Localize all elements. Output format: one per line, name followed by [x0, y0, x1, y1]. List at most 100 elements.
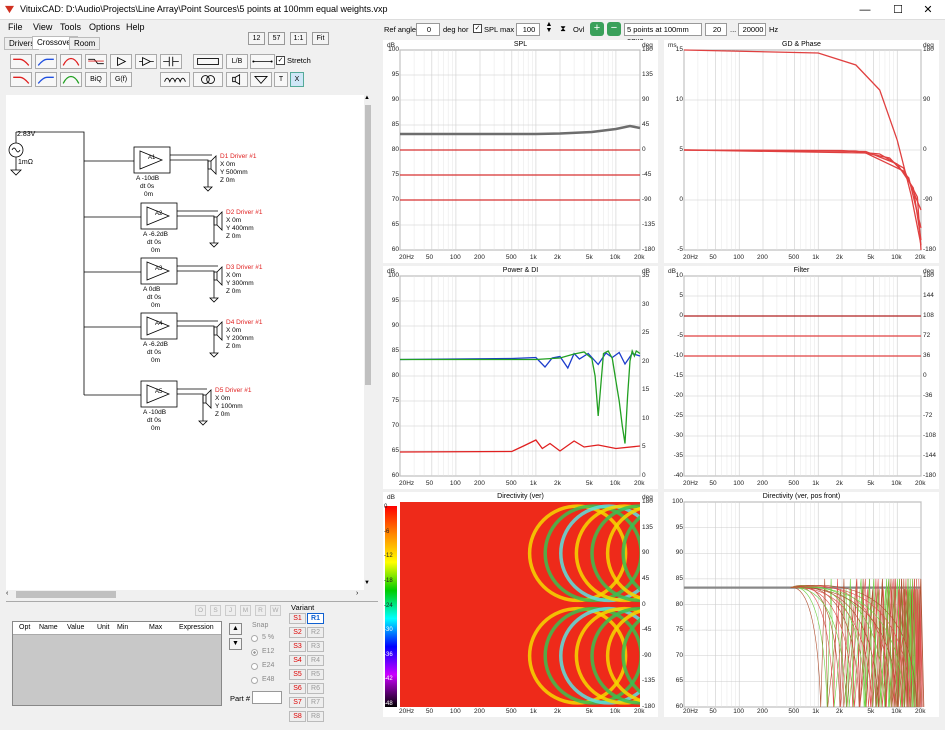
snap-radio[interactable]	[251, 635, 258, 642]
lb-button[interactable]: L/B	[226, 54, 248, 69]
snap-radio[interactable]	[251, 677, 258, 684]
col-name[interactable]: Name	[39, 624, 58, 631]
shelf-red-icon[interactable]	[85, 54, 107, 69]
bandpass-red-icon[interactable]	[60, 54, 82, 69]
buffer-icon[interactable]	[110, 54, 132, 69]
snap-option[interactable]: E24	[262, 662, 275, 669]
transformer-icon[interactable]	[193, 72, 223, 87]
snap-radio[interactable]	[251, 663, 258, 670]
gd-phase-chart[interactable]: GD & Phase ms deg 20Hz 50 100 200 500 1k 2k 5k 10k 2…	[664, 40, 939, 263]
col-expression[interactable]: Expression	[179, 624, 214, 631]
biquad-button[interactable]: BiQ	[85, 72, 107, 87]
variant-s-button[interactable]: S7	[289, 697, 306, 708]
highpass-blue-icon[interactable]	[35, 54, 57, 69]
menu-view[interactable]: View	[33, 22, 53, 32]
scroll-down-icon[interactable]: ▼	[364, 580, 370, 586]
part-tool-button[interactable]: J	[225, 605, 236, 616]
gf-button[interactable]: G(f)	[110, 72, 132, 87]
speaker-icon[interactable]	[226, 72, 248, 87]
canvas-vertical-scrollbar[interactable]: ▲ ▼	[364, 95, 372, 590]
part-tool-button[interactable]: M	[240, 605, 251, 616]
zoom-fit-button[interactable]: Fit	[312, 32, 329, 45]
variant-s-button[interactable]: S8	[289, 711, 306, 722]
canvas-horizontal-scrollbar[interactable]: ‹ ›	[6, 590, 364, 599]
variant-r-button[interactable]: R3	[307, 641, 324, 652]
zoom-1to1-button[interactable]: 1:1	[290, 32, 307, 45]
spl-spinner-icon[interactable]: ▲ ▼	[545, 21, 553, 34]
variant-s-button[interactable]: S4	[289, 655, 306, 666]
spl-chart[interactable]: SPL dB deg 20Hz 50 100 200 500 1k 2k 5k 10k 20k 100 95…	[383, 40, 658, 263]
stretch-checkbox[interactable]: ✓	[276, 56, 285, 65]
variant-r-button[interactable]: R6	[307, 683, 324, 694]
hscroll-thumb[interactable]	[16, 591, 116, 598]
ground-icon[interactable]	[250, 72, 272, 87]
driver-name[interactable]: D2 Driver #1	[226, 209, 263, 216]
snap-option[interactable]: E12	[262, 648, 275, 655]
power-di-chart[interactable]: Power & DI dB dB 20Hz 50 100 200 500 1k 2k 5k 10k 20…	[383, 266, 658, 489]
variant-r-button[interactable]: R7	[307, 697, 324, 708]
part-tool-button[interactable]: S	[210, 605, 221, 616]
menu-help[interactable]: Help	[126, 22, 145, 32]
inductor-icon[interactable]	[160, 72, 190, 87]
bandpass-green-icon[interactable]	[60, 72, 82, 87]
variant-s-button[interactable]: S2	[289, 627, 306, 638]
x-button[interactable]: X	[290, 72, 304, 87]
zoom-12-button[interactable]: 12	[248, 32, 265, 45]
variant-r-button[interactable]: R8	[307, 711, 324, 722]
part-tool-button[interactable]: O	[195, 605, 206, 616]
schematic-canvas[interactable]: 2.83V 1mΩ A1 A -10dB dt 0s 0m D1 Driver #1 X …	[6, 95, 366, 590]
wire-icon[interactable]	[250, 54, 275, 69]
close-button[interactable]: ✕	[923, 4, 933, 16]
col-unit[interactable]: Unit	[97, 624, 110, 631]
col-opt[interactable]: Opt	[19, 624, 31, 631]
scroll-left-icon[interactable]: ‹	[6, 590, 9, 597]
lowpass-red-icon[interactable]	[10, 54, 32, 69]
col-min[interactable]: Min	[117, 624, 129, 631]
directivity-ver-pos-chart[interactable]: Directivity (ver, pos front) 20Hz 50 100 200…	[664, 492, 939, 717]
col-max[interactable]: Max	[149, 624, 163, 631]
inverter-icon[interactable]	[135, 54, 157, 69]
f-min-input[interactable]: 20	[705, 23, 727, 36]
highpass-blue-2-icon[interactable]	[35, 72, 57, 87]
scroll-right-icon[interactable]: ›	[356, 590, 359, 597]
variant-r-button[interactable]: R4	[307, 655, 324, 666]
part-tool-button[interactable]: R	[255, 605, 266, 616]
f-max-input[interactable]: 20000	[738, 23, 766, 36]
driver-name[interactable]: D4 Driver #1	[226, 319, 263, 326]
part-tool-button[interactable]: W	[270, 605, 281, 616]
menu-file[interactable]: File	[8, 22, 23, 32]
part-number-input[interactable]	[252, 691, 282, 704]
vscroll-thumb[interactable]	[365, 105, 371, 385]
capacitor-icon[interactable]	[160, 54, 182, 69]
snap-option[interactable]: E48	[262, 676, 275, 683]
scroll-up-icon[interactable]: ▲	[364, 95, 370, 101]
maximize-button[interactable]: ☐	[893, 4, 903, 16]
move-down-button[interactable]: ▼	[229, 638, 242, 650]
variant-s-button[interactable]: S1	[289, 613, 306, 624]
move-up-button[interactable]: ▲	[229, 623, 242, 635]
col-value[interactable]: Value	[67, 624, 85, 631]
tab-room[interactable]: Room	[69, 37, 101, 50]
variant-s-button[interactable]: S5	[289, 669, 306, 680]
parts-table[interactable]: Opt Name Value Unit Min Max Expression	[12, 621, 222, 706]
snap-option[interactable]: 5 %	[262, 634, 275, 641]
menu-options[interactable]: Options	[89, 22, 121, 32]
remove-overlay-icon[interactable]: −	[607, 22, 621, 36]
minimize-button[interactable]: —	[859, 4, 871, 16]
variant-r-button[interactable]: R2	[307, 627, 324, 638]
tab-drivers[interactable]: Drivers	[4, 37, 40, 50]
driver-name[interactable]: D1 Driver #1	[220, 153, 257, 160]
resistor-icon[interactable]	[193, 54, 223, 69]
variant-s-button[interactable]: S6	[289, 683, 306, 694]
t-button[interactable]: T	[274, 72, 288, 87]
spl-spinner-2-icon[interactable]: ⧗	[560, 24, 566, 33]
lowpass-red-2-icon[interactable]	[10, 72, 32, 87]
variant-s-button[interactable]: S3	[289, 641, 306, 652]
add-overlay-icon[interactable]: +	[590, 22, 604, 36]
spl-max-checkbox[interactable]: ✓	[473, 24, 482, 33]
snap-radio[interactable]	[251, 649, 258, 656]
menu-tools[interactable]: Tools	[60, 22, 82, 32]
ref-angle-input[interactable]: 0	[416, 23, 440, 36]
spl-max-input[interactable]: 100	[516, 23, 540, 36]
driver-name[interactable]: D5 Driver #1	[215, 387, 252, 394]
